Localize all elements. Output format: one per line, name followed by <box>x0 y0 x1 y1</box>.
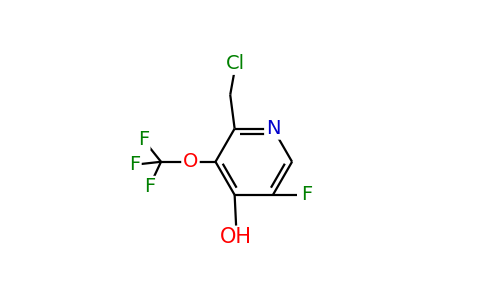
Text: O: O <box>183 152 198 171</box>
Text: N: N <box>266 119 280 138</box>
Text: F: F <box>129 155 140 174</box>
Text: F: F <box>144 177 155 196</box>
Text: F: F <box>138 130 149 149</box>
Text: Cl: Cl <box>226 54 245 74</box>
Text: OH: OH <box>220 227 252 247</box>
Text: F: F <box>301 185 312 204</box>
